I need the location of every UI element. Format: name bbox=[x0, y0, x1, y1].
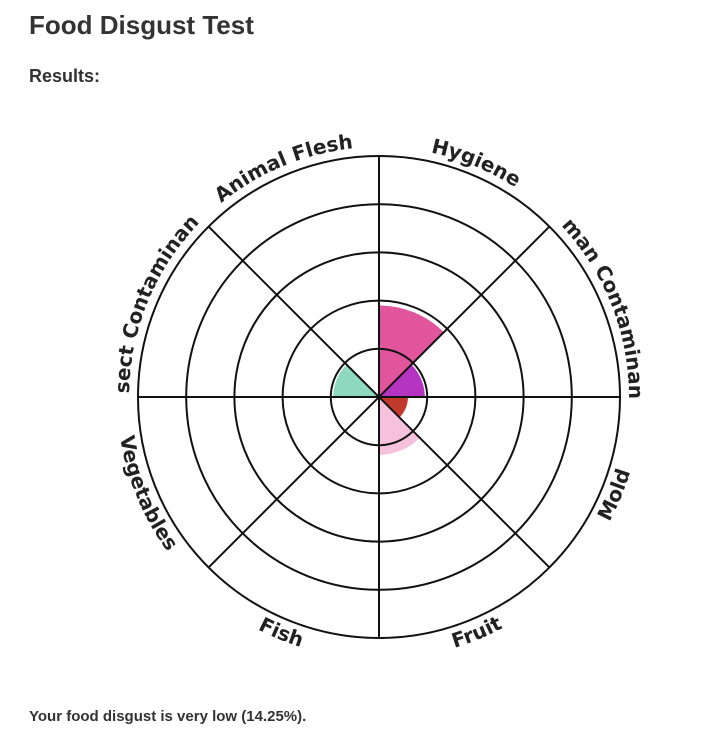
category-label-path: Insect Contaminants bbox=[0, 100, 203, 394]
sector bbox=[379, 364, 425, 397]
page-title: Food Disgust Test bbox=[29, 10, 254, 40]
spoke bbox=[207, 225, 551, 569]
category-label-path: Vegetables bbox=[115, 433, 183, 554]
category-label: Vegetables bbox=[115, 433, 183, 554]
result-text: Your food disgust is very low (14.25%). bbox=[29, 708, 307, 725]
sector bbox=[379, 397, 420, 455]
category-label-path: Hygiene bbox=[429, 134, 525, 192]
category-label-path: Animal Flesh bbox=[210, 129, 354, 207]
results-heading: Results: bbox=[29, 66, 101, 86]
category-label: Animal Flesh bbox=[210, 129, 354, 207]
sector bbox=[333, 364, 379, 397]
category-label: Insect Contaminants bbox=[0, 100, 203, 394]
chart: HygieneHuman ContaminantsMoldFruitFishVe… bbox=[0, 100, 648, 653]
sector bbox=[379, 305, 444, 397]
sector bbox=[379, 397, 408, 418]
category-label: Hygiene bbox=[429, 134, 525, 192]
